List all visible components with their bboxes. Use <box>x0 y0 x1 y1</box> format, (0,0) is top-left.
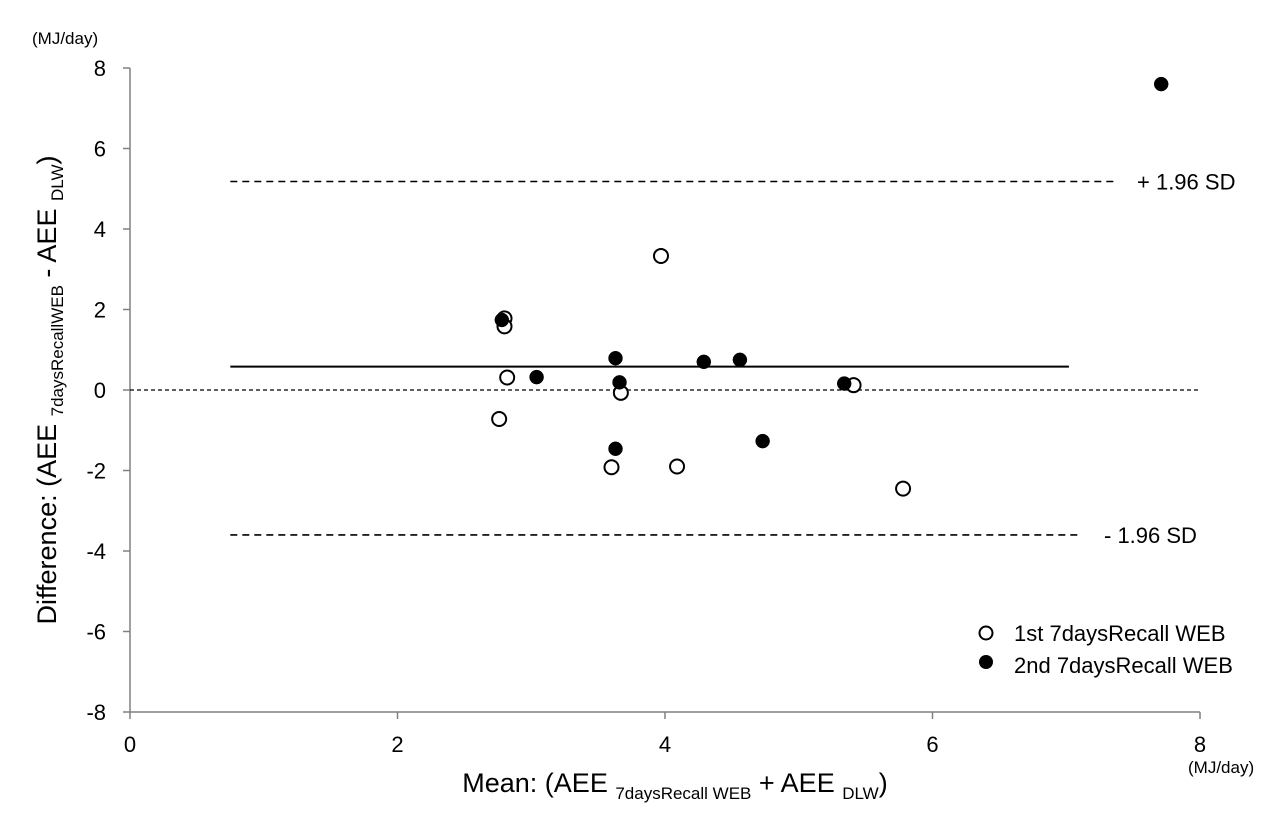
data-point-2nd <box>732 352 748 368</box>
data-point-2nd <box>494 312 510 328</box>
y-tick-label: -8 <box>86 700 106 725</box>
y-tick-label: 0 <box>94 378 106 403</box>
y-tick-label: 6 <box>94 137 106 162</box>
data-point-2nd <box>529 369 544 385</box>
data-point-1st <box>603 459 620 476</box>
data-point-2nd <box>1153 76 1169 92</box>
x-tick-label: 6 <box>926 732 938 757</box>
x-tick-label: 4 <box>659 732 671 757</box>
legend: 1st 7daysRecall WEB 2nd 7daysRecall WEB <box>978 621 1233 678</box>
y-tick-label: 4 <box>94 217 106 242</box>
data-point-2nd <box>755 433 770 449</box>
x-axis-unit: (MJ/day) <box>1188 758 1254 777</box>
y-tick-label: -2 <box>86 459 106 484</box>
data-point-1st <box>491 410 508 427</box>
y-tick-label: 2 <box>94 298 106 323</box>
legend-marker-2nd <box>979 655 993 669</box>
y-tick-label: -6 <box>86 620 106 645</box>
y-tick-label: -4 <box>86 539 106 564</box>
data-point-2nd <box>612 375 627 390</box>
plot-area: -8 -6 -4 -2 0 2 4 6 8 0 2 4 6 8 + 1.96 SD - 1.96 SD <box>86 56 1235 757</box>
y-axis-unit: (MJ/day) <box>32 29 98 48</box>
data-point-2nd <box>696 354 712 370</box>
upper-limit-label: + 1.96 SD <box>1137 170 1235 195</box>
data-point-1st <box>669 458 686 475</box>
legend-label-1st: 1st 7daysRecall WEB <box>1014 621 1226 646</box>
x-tick-label: 2 <box>391 732 403 757</box>
data-point-2nd <box>608 441 623 457</box>
data-point-1st <box>895 480 912 497</box>
x-tick-label: 8 <box>1194 732 1206 757</box>
y-tick-label: 8 <box>94 56 106 81</box>
lower-limit-label: - 1.96 SD <box>1104 523 1197 548</box>
legend-label-2nd: 2nd 7daysRecall WEB <box>1014 653 1233 678</box>
x-axis-label: Mean: (AEE 7daysRecall WEB + AEE DLW) <box>462 768 887 803</box>
y-axis-label: Difference: (AEE 7daysRecallWEB - AEE DL… <box>32 156 67 625</box>
data-point-2nd <box>836 376 852 391</box>
x-tick-label: 0 <box>124 732 136 757</box>
data-point-2nd <box>608 350 623 366</box>
legend-marker-1st <box>978 625 994 641</box>
data-point-1st <box>652 247 669 264</box>
data-point-1st <box>499 369 516 386</box>
